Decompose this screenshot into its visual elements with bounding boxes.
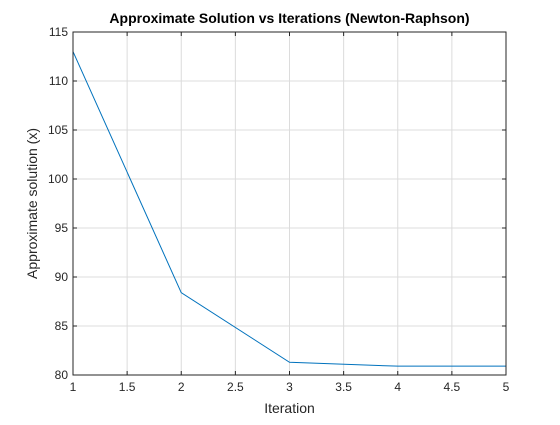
grid (73, 32, 506, 375)
chart-title: Approximate Solution vs Iterations (Newt… (109, 10, 469, 26)
x-tick-label: 1 (70, 380, 77, 394)
y-axis: 80 85 90 95 100 105 110 115 (48, 25, 506, 382)
x-tick-label: 2.5 (227, 380, 244, 394)
x-axis: 1 1.5 2 2.5 3 3.5 4 4.5 5 (70, 32, 510, 394)
x-tick-label: 3.5 (335, 380, 352, 394)
y-tick-label: 85 (55, 319, 69, 333)
x-tick-label: 1.5 (119, 380, 136, 394)
y-tick-label: 110 (49, 74, 68, 88)
x-tick-label: 4 (394, 380, 401, 394)
y-tick-label: 115 (49, 25, 68, 39)
y-axis-label: Approximate solution (x) (24, 128, 40, 279)
x-tick-label: 4.5 (444, 380, 461, 394)
y-tick-label: 90 (55, 270, 69, 284)
y-tick-label: 100 (48, 172, 68, 186)
y-tick-label: 95 (55, 221, 69, 235)
x-tick-label: 5 (503, 380, 510, 394)
x-axis-label: Iteration (264, 400, 315, 416)
series-line (72, 51, 506, 367)
y-tick-label: 105 (48, 123, 68, 137)
x-tick-label: 2 (178, 380, 185, 394)
series-layer (72, 51, 506, 367)
x-tick-label: 3 (286, 380, 293, 394)
y-tick-label: 80 (55, 368, 69, 382)
